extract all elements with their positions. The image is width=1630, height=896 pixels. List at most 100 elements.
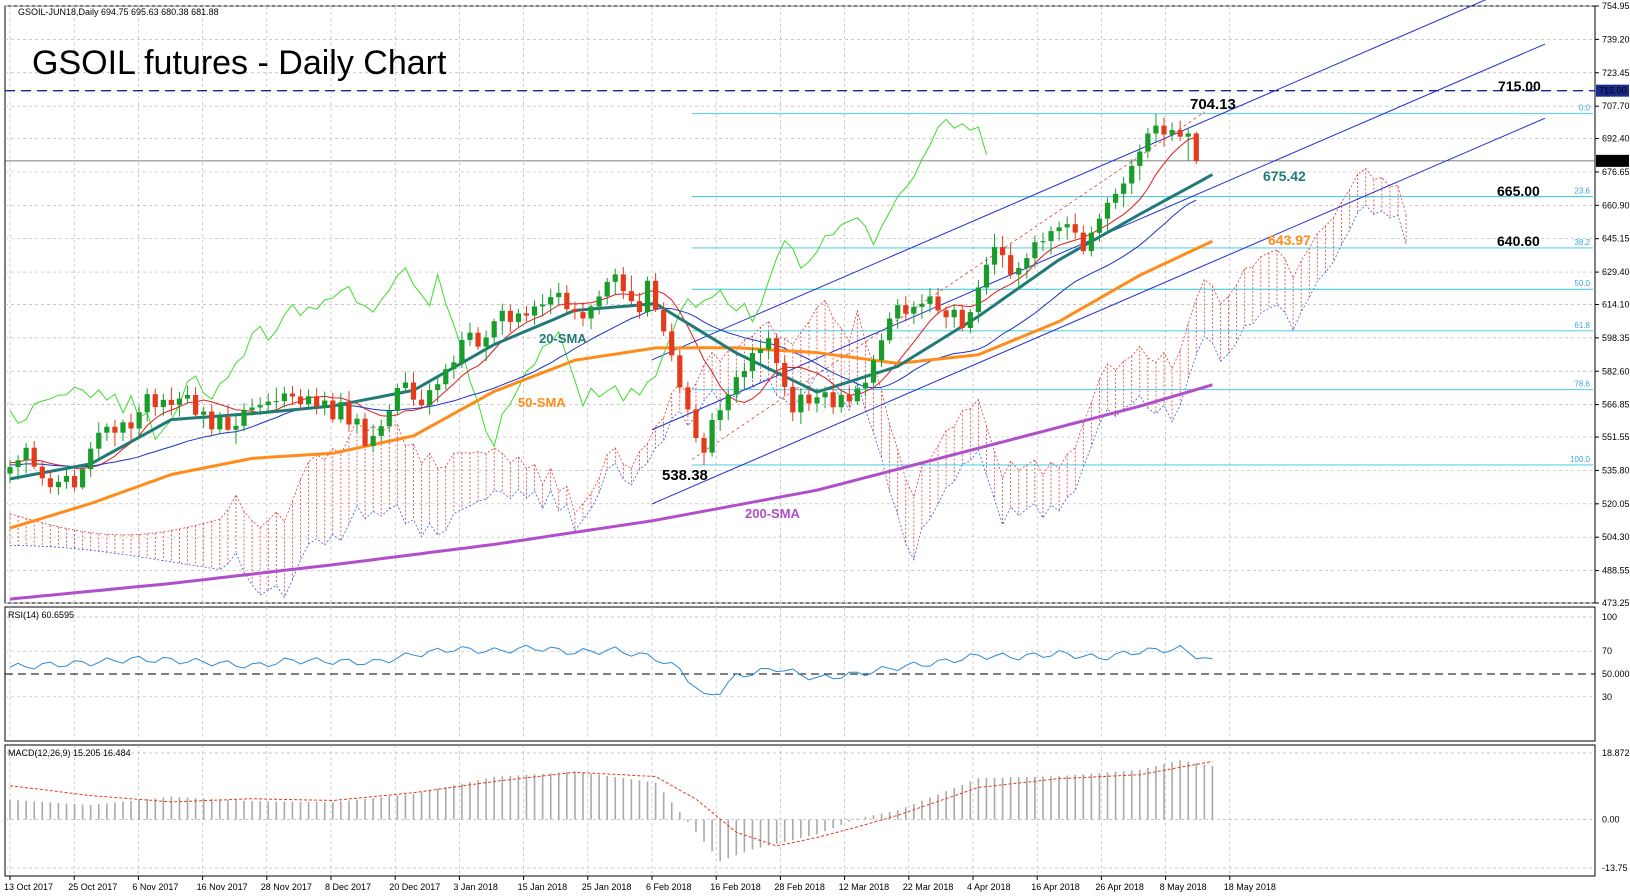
candle-body — [975, 287, 981, 313]
candle-body — [741, 371, 747, 378]
candle-body — [919, 303, 925, 307]
fib-label: 0.0 — [1579, 104, 1591, 113]
rsi-line — [9, 644, 1213, 696]
candle-body — [653, 280, 659, 311]
low-label: 538.38 — [662, 467, 708, 484]
price-tick-label: 692.40 — [1602, 134, 1630, 144]
time-tick-label: 16 Nov 2017 — [197, 882, 248, 892]
candle-body — [1048, 231, 1054, 242]
rsi-tick-label: 50.0000 — [1602, 669, 1630, 679]
macd-signal-line — [9, 760, 1213, 847]
candle-body — [491, 321, 497, 338]
macd-tick-label: -13.75 — [1602, 863, 1628, 873]
candle-body — [540, 304, 546, 307]
candle-body — [895, 305, 901, 319]
price-tick-label: 614.10 — [1602, 300, 1630, 310]
price-tick-label: 551.55 — [1602, 432, 1630, 442]
candle-body — [96, 432, 102, 449]
candle-body — [354, 418, 360, 425]
candle-body — [757, 349, 764, 354]
candle-body — [515, 313, 522, 322]
candle-body — [475, 332, 481, 347]
candlesticks — [7, 113, 1199, 495]
candle-body — [806, 394, 812, 404]
price-tick-label: 707.70 — [1602, 101, 1630, 111]
fibonacci-levels: 0.0 23.6 38.2 50.0 61.8 78.6 100.0 — [5, 90, 1595, 466]
fib-label: 61.8 — [1574, 321, 1590, 330]
candle-body — [112, 426, 118, 433]
candle-body — [1161, 125, 1167, 135]
level-640-label: 640.60 — [1497, 233, 1540, 249]
candle-body — [104, 426, 110, 433]
candle-body — [943, 310, 949, 318]
price-tick-label: 504.30 — [1602, 532, 1630, 542]
price-axis: 754.95 739.20 723.45 707.70 692.40 676.65 660.… — [1595, 1, 1630, 608]
candle-body — [644, 280, 651, 313]
candle-body — [128, 422, 134, 429]
price-tick-label: 582.60 — [1602, 366, 1630, 376]
candle-body — [991, 247, 998, 265]
time-tick-label: 15 Jan 2018 — [518, 882, 568, 892]
rsi-tick-label: 100 — [1602, 612, 1617, 622]
candle-body — [467, 332, 473, 340]
candle-body — [176, 398, 183, 405]
candle-body — [1169, 130, 1175, 135]
price-tick-label: 754.95 — [1602, 1, 1630, 11]
candle-body — [507, 310, 513, 322]
candle-body — [281, 393, 287, 402]
candle-body — [636, 301, 643, 313]
candle-body — [733, 377, 739, 395]
candle-body — [685, 387, 691, 410]
candle-body — [233, 425, 239, 430]
candle-body — [168, 399, 174, 405]
time-tick-label: 4 Apr 2018 — [967, 882, 1011, 892]
fib-label: 78.6 — [1574, 380, 1590, 389]
candle-body — [959, 309, 965, 329]
macd-tick-label: 0.00 — [1602, 815, 1620, 825]
price-tick-label: 676.65 — [1602, 167, 1630, 177]
candle-body — [201, 411, 207, 415]
candle-body — [870, 360, 877, 383]
candle-body — [1153, 125, 1159, 134]
level-715-label: 715.00 — [1498, 78, 1541, 94]
candle-body — [378, 426, 384, 436]
time-tick-label: 22 Mar 2018 — [903, 882, 954, 892]
candle-body — [80, 469, 86, 488]
candle-body — [749, 353, 756, 372]
candle-body — [418, 399, 425, 406]
candle-body — [193, 394, 199, 415]
candle-body — [330, 400, 336, 420]
candle-body — [273, 401, 279, 403]
symbol-header: GSOIL-JUN18,Daily 694.75 695.63 680.38 6… — [18, 7, 219, 17]
time-tick-label: 8 May 2018 — [1160, 882, 1207, 892]
candle-body — [451, 362, 457, 370]
candle-body — [862, 382, 869, 389]
kijun-line — [9, 199, 1197, 468]
channel-midline — [691, 111, 1206, 460]
price-tick-label: 473.25 — [1602, 598, 1630, 608]
candle-body — [15, 460, 21, 468]
time-tick-label: 12 Mar 2018 — [839, 882, 890, 892]
macd-label: MACD(12,26,9) 15.205 16.484 — [8, 748, 131, 758]
candle-body — [435, 384, 441, 391]
candle-body — [338, 402, 344, 420]
channel-line — [651, 0, 1487, 361]
candle-body — [305, 396, 312, 405]
time-axis: 13 Oct 2017 25 Oct 2017 6 Nov 2017 16 Nov 2… — [4, 876, 1276, 892]
candle-body — [225, 417, 231, 430]
candle-body — [1080, 232, 1086, 252]
candle-body — [709, 420, 715, 453]
rsi-panel: 100 70 50.0000 30 RSI(14) 60.6595 — [4, 606, 1630, 742]
candle-body — [1104, 202, 1111, 219]
candle-body — [765, 338, 772, 350]
candle-body — [822, 392, 828, 398]
marked-price-box — [1596, 84, 1629, 97]
candle-body — [725, 394, 731, 411]
macd-panel: 18.872 0.00 -13.75 MACD(12,26,9) 15.205 16… — [4, 744, 1630, 877]
price-tick-label: 520.05 — [1602, 499, 1630, 509]
sma20-label: 20-SMA — [539, 331, 587, 346]
ichimoku-cloud — [9, 167, 1407, 599]
candle-body — [402, 382, 409, 388]
time-tick-label: 26 Apr 2018 — [1095, 882, 1144, 892]
sma200-label: 200-SMA — [745, 506, 801, 521]
